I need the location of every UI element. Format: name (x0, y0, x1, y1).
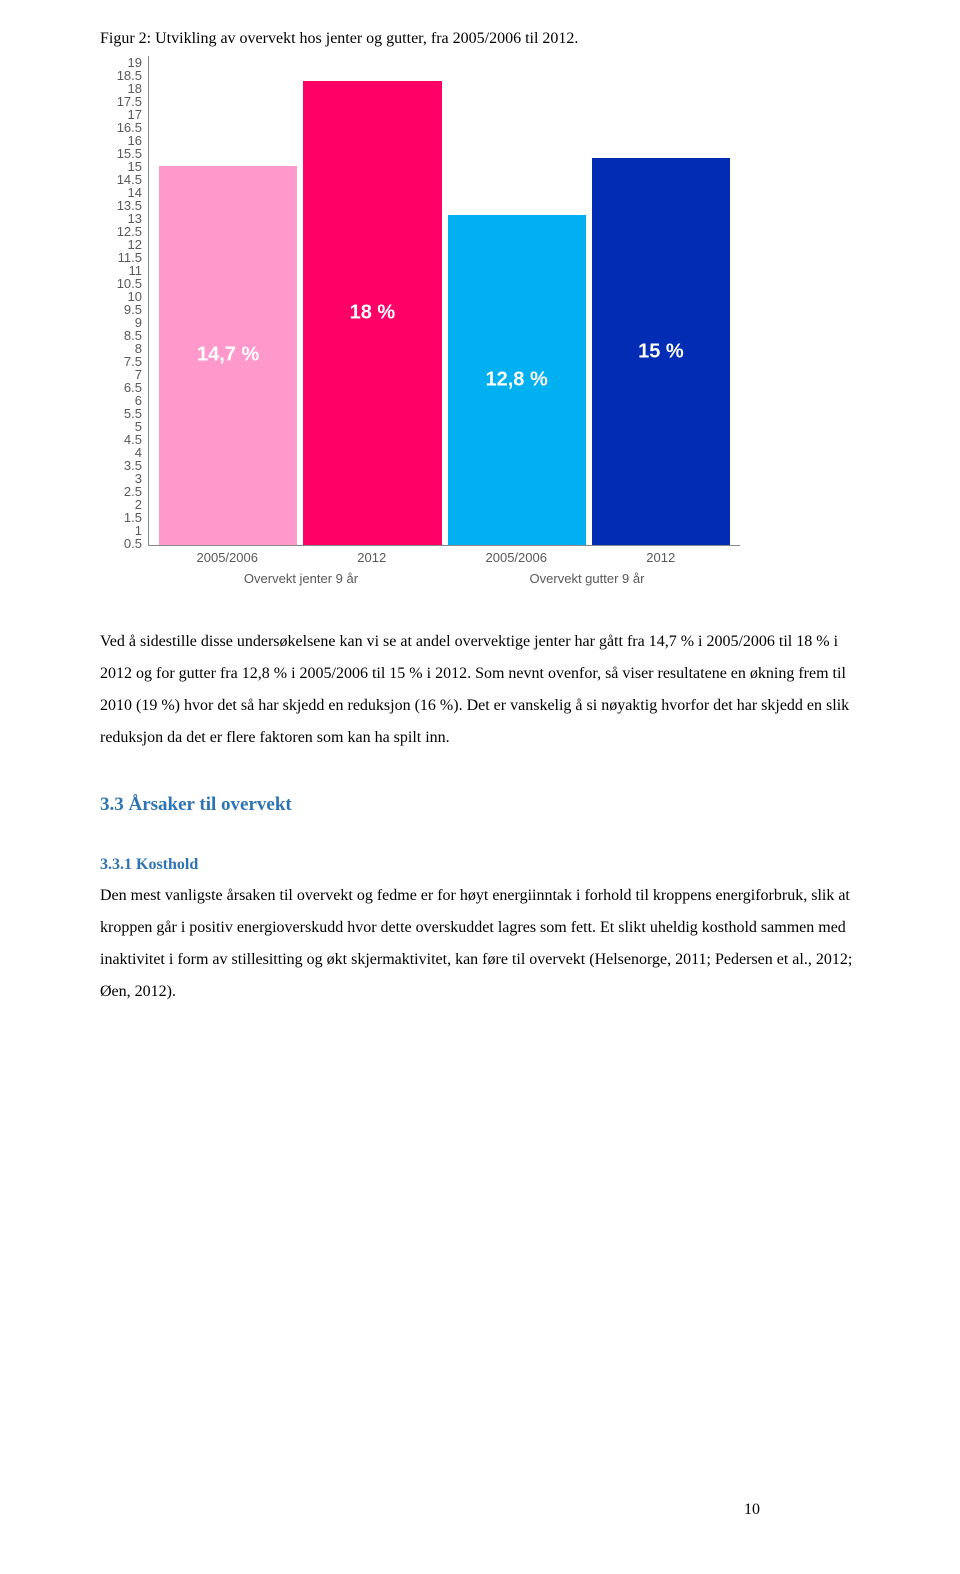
chart-bar: 18 % (303, 81, 441, 545)
chart-bar: 12,8 % (448, 215, 586, 545)
chart-bar: 14,7 % (159, 166, 297, 545)
y-axis: 1918.51817.51716.51615.51514.51413.51312… (100, 56, 148, 546)
x-tick-label: 2012 (592, 550, 731, 565)
bar-value-label: 15 % (638, 340, 684, 363)
x-group-label: Overvekt gutter 9 år (444, 571, 730, 586)
paragraph-diet: Den mest vanligste årsaken til overvekt … (100, 880, 860, 1008)
bar-chart: 1918.51817.51716.51615.51514.51413.51312… (100, 56, 740, 586)
figure-caption: Figur 2: Utvikling av overvekt hos jente… (100, 30, 860, 48)
x-axis-groups: Overvekt jenter 9 årOvervekt gutter 9 år (148, 565, 740, 586)
page-number: 10 (744, 1501, 760, 1519)
x-axis-labels: 2005/2006 2012 2005/2006 2012 (148, 546, 740, 565)
y-tick: 0.5 (100, 537, 142, 550)
bar-value-label: 12,8 % (485, 368, 547, 391)
paragraph-results: Ved å sidestille disse undersøkelsene ka… (100, 626, 860, 754)
x-tick-label: 2005/2006 (158, 550, 297, 565)
chart-bar: 15 % (592, 158, 730, 545)
x-tick-label: 2012 (303, 550, 442, 565)
section-heading-causes: 3.3 Årsaker til overvekt (100, 794, 860, 816)
bar-value-label: 18 % (350, 301, 396, 324)
subsection-heading-diet: 3.3.1 Kosthold (100, 856, 860, 874)
chart-plot-area: 14,7 % 18 % 12,8 % 15 % (148, 56, 740, 546)
bar-value-label: 14,7 % (197, 344, 259, 367)
x-tick-label: 2005/2006 (447, 550, 586, 565)
x-group-label: Overvekt jenter 9 år (158, 571, 444, 586)
